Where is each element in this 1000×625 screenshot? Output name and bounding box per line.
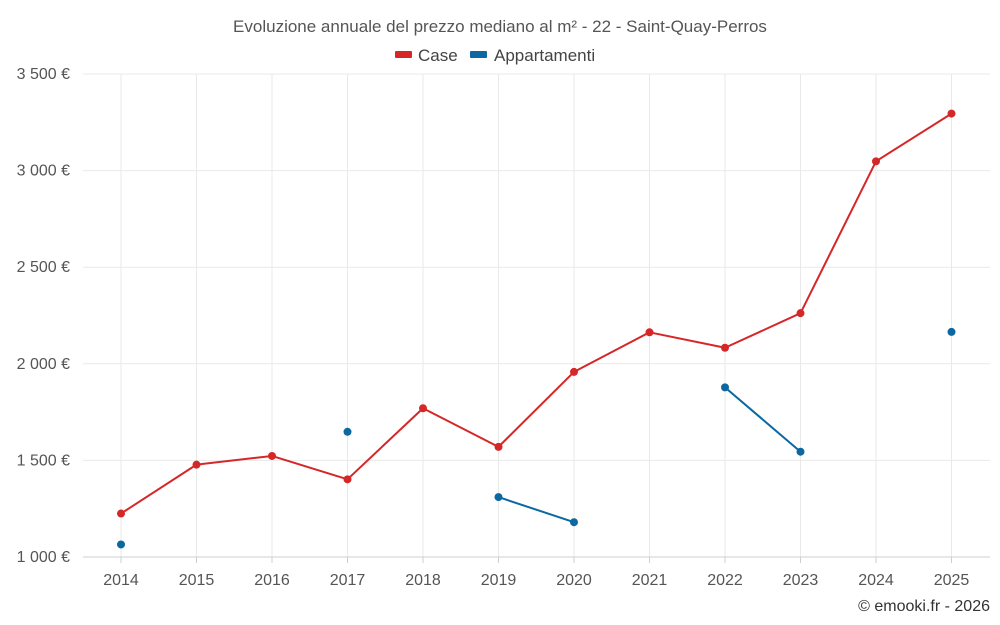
data-point-appartamenti[interactable]	[721, 383, 729, 392]
x-tick-label: 2014	[103, 572, 139, 589]
data-point-case[interactable]	[419, 404, 427, 413]
legend-label-case: Case	[418, 46, 458, 65]
chart-title: Evoluzione annuale del prezzo mediano al…	[233, 17, 767, 36]
data-point-case[interactable]	[796, 309, 805, 318]
legend-label-appartamenti: Appartamenti	[494, 46, 595, 65]
data-point-case[interactable]	[947, 109, 956, 118]
data-point-case[interactable]	[192, 460, 201, 469]
y-tick-label: 3 000 €	[17, 163, 70, 180]
data-point-case[interactable]	[645, 328, 654, 337]
series-line-appartamenti	[498, 496, 575, 524]
grid	[83, 73, 990, 557]
legend-swatch-appartamenti	[470, 51, 487, 58]
data-point-case[interactable]	[570, 367, 578, 376]
y-tick-label: 2 500 €	[17, 259, 70, 276]
x-tick-label: 2020	[556, 572, 592, 589]
y-tick-label: 1 500 €	[17, 452, 70, 469]
legend-swatch-case	[395, 51, 412, 58]
data-point-case[interactable]	[117, 509, 125, 518]
x-tick-label: 2024	[858, 572, 894, 589]
x-tick-label: 2023	[783, 572, 819, 589]
series-line-appartamenti	[724, 386, 802, 453]
legend-item-appartamenti[interactable]: Appartamenti	[470, 46, 595, 65]
x-tick-label: 2016	[254, 572, 290, 589]
x-tick-label: 2022	[707, 572, 743, 589]
legend-item-case[interactable]: Case	[395, 46, 458, 65]
data-point-case[interactable]	[494, 442, 503, 451]
data-point-appartamenti[interactable]	[117, 540, 125, 549]
x-tick-label: 2025	[934, 572, 970, 589]
x-axis: 2014 2015 2016 2017 2018 2019 2020 2021 2022 2023…	[103, 557, 969, 589]
y-tick-label: 3 500 €	[17, 66, 70, 83]
data-point-case[interactable]	[721, 343, 729, 352]
y-axis: 1 000 € 1 500 € 2 000 € 2 500 € 3 000 € 3 500…	[17, 66, 70, 566]
x-tick-label: 2015	[179, 572, 215, 589]
data-point-case[interactable]	[268, 451, 276, 460]
data-point-case[interactable]	[343, 475, 352, 484]
data-point-appartamenti[interactable]	[570, 518, 578, 527]
data-point-appartamenti[interactable]	[343, 427, 352, 436]
chart-credit: © emooki.fr - 2026	[858, 598, 990, 615]
legend: Case Appartamenti	[395, 46, 595, 65]
data-point-appartamenti[interactable]	[796, 447, 805, 456]
x-tick-label: 2021	[632, 572, 668, 589]
y-tick-label: 1 000 €	[17, 549, 70, 566]
data-point-appartamenti[interactable]	[494, 493, 503, 502]
data-point-appartamenti[interactable]	[947, 327, 956, 336]
x-tick-label: 2019	[481, 572, 517, 589]
series-case	[117, 109, 956, 518]
x-tick-label: 2018	[405, 572, 441, 589]
data-point-case[interactable]	[872, 157, 880, 166]
series-area	[117, 109, 956, 549]
x-tick-label: 2017	[330, 572, 366, 589]
y-tick-label: 2 000 €	[17, 356, 70, 373]
series-appartamenti	[117, 327, 956, 549]
series-line-case	[120, 112, 953, 515]
